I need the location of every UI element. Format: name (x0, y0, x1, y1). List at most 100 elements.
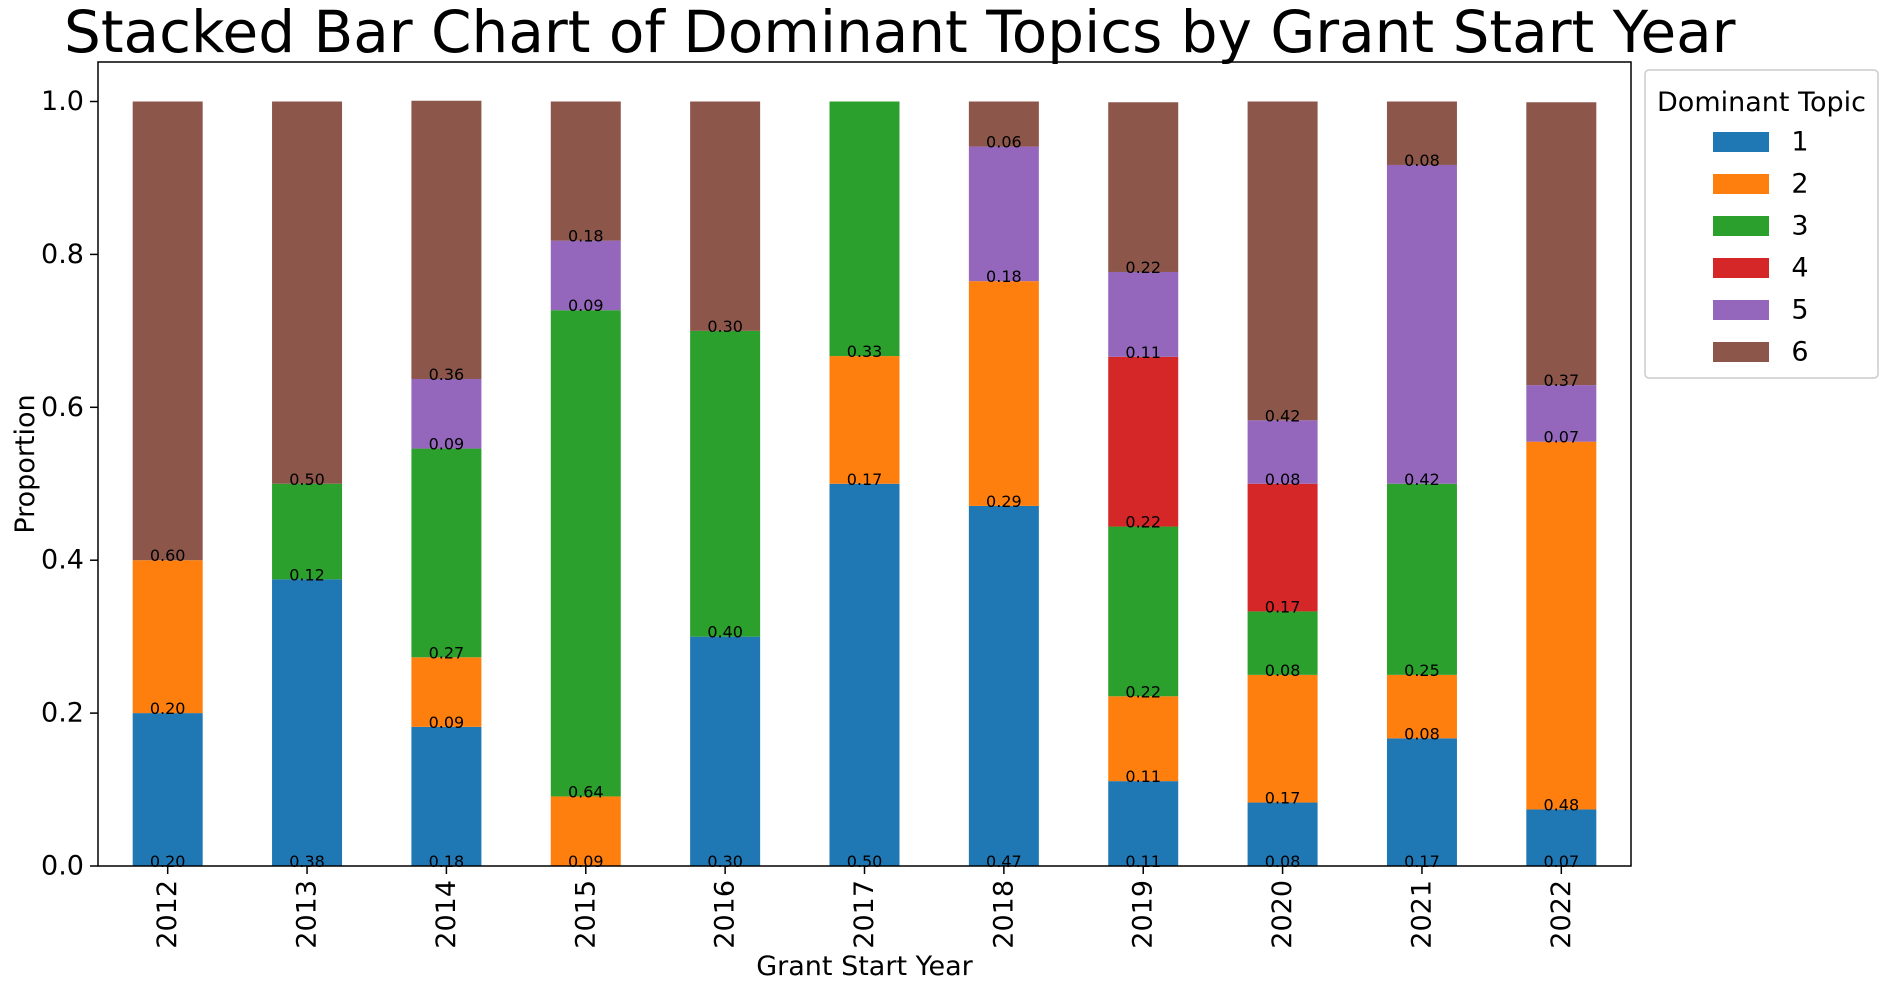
data-label-2016-topic-6: 0.30 (707, 317, 743, 336)
data-label-2020-topic-2: 0.17 (1265, 789, 1301, 808)
legend-swatch-topic-5 (1713, 300, 1769, 320)
bar-segment-2018-topic-5 (968, 146, 1039, 282)
data-label-2020-topic-4: 0.17 (1265, 597, 1301, 616)
legend-swatch-topic-2 (1713, 174, 1769, 194)
bar-segment-2014-topic-6 (411, 100, 482, 380)
bar-segment-2022-topic-5 (1526, 385, 1597, 442)
legend-label-topic-2: 2 (1791, 169, 1808, 200)
data-label-2020-topic-3: 0.08 (1265, 661, 1301, 680)
bar-segment-2022-topic-2 (1526, 441, 1597, 810)
bar-segment-2018-topic-2 (968, 281, 1039, 506)
bar-segment-2016-topic-6 (690, 101, 761, 331)
data-label-2015-topic-5: 0.09 (568, 296, 604, 315)
data-label-2014-topic-5: 0.09 (429, 435, 465, 454)
x-tick-label: 2016 (710, 880, 741, 949)
data-label-2013-topic-6: 0.50 (289, 470, 325, 489)
bar-segment-2021-topic-6 (1386, 101, 1457, 165)
y-tick-label: 0.8 (41, 239, 84, 270)
bar-segment-2013-topic-6 (272, 101, 343, 484)
data-label-2017-topic-2: 0.17 (847, 470, 883, 489)
x-tick-label: 2020 (1267, 880, 1298, 949)
y-tick-label: 0.0 (41, 851, 84, 882)
legend-label-topic-1: 1 (1791, 127, 1808, 158)
y-tick-label: 0.4 (41, 545, 84, 576)
bar-segment-2018-topic-1 (968, 505, 1039, 866)
bar-segment-2018-topic-6 (968, 101, 1039, 147)
bar-segment-2012-topic-1 (132, 713, 203, 866)
data-label-2014-topic-3: 0.27 (429, 643, 465, 662)
y-axis-title: Proportion (10, 394, 41, 533)
data-label-2018-topic-6: 0.06 (986, 133, 1022, 152)
bar-segment-2020-topic-1 (1247, 802, 1318, 866)
data-label-2012-topic-2: 0.20 (150, 699, 186, 718)
data-label-2021-topic-6: 0.08 (1404, 151, 1440, 170)
bar-segment-2015-topic-2 (550, 796, 621, 866)
data-label-2016-topic-3: 0.40 (707, 623, 743, 642)
bar-segment-2022-topic-6 (1526, 102, 1597, 386)
y-tick-label: 0.2 (41, 698, 84, 729)
y-tick-label: 1.0 (41, 86, 84, 117)
bar-segment-2014-topic-3 (411, 448, 482, 658)
data-label-2014-topic-6: 0.36 (429, 365, 465, 384)
data-label-2014-topic-2: 0.09 (429, 713, 465, 732)
y-axis: 0.0 0.2 0.4 0.6 0.8 1.0 (41, 86, 98, 882)
legend-swatch-topic-6 (1713, 342, 1769, 362)
bar-segment-2017-topic-1 (829, 483, 900, 866)
data-label-2021-topic-3: 0.25 (1404, 661, 1440, 680)
x-tick-label: 2015 (570, 880, 601, 949)
x-tick-label: 2021 (1406, 880, 1437, 949)
data-label-2021-topic-2: 0.08 (1404, 724, 1440, 743)
data-label-2019-topic-3: 0.22 (1125, 682, 1161, 701)
bar-segment-2017-topic-3 (829, 101, 900, 357)
bar-segment-2015-topic-6 (550, 101, 621, 241)
data-label-2022-topic-6: 0.37 (1544, 371, 1580, 390)
data-label-2017-topic-3: 0.33 (847, 342, 883, 361)
x-tick-label: 2017 (849, 880, 880, 949)
bar-segment-2021-topic-2 (1386, 674, 1457, 739)
x-axis-title: Grant Start Year (756, 951, 973, 982)
bar-segment-2017-topic-2 (829, 356, 900, 484)
x-tick-label: 2013 (292, 880, 323, 949)
legend-swatch-topic-4 (1713, 258, 1769, 278)
bar-segment-2019-topic-5 (1108, 271, 1179, 357)
bar-segment-2014-topic-5 (411, 379, 482, 449)
data-label-2012-topic-6: 0.60 (150, 546, 186, 565)
bar-segment-2013-topic-3 (272, 483, 343, 580)
data-label-2021-topic-5: 0.42 (1404, 470, 1440, 489)
data-label-2019-topic-2: 0.11 (1125, 767, 1161, 786)
y-tick-label: 0.6 (41, 392, 84, 423)
bar-segment-2021-topic-5 (1386, 164, 1457, 484)
data-label-2015-topic-3: 0.64 (568, 782, 604, 801)
bar-segment-2015-topic-5 (550, 240, 621, 311)
data-label-2015-topic-6: 0.18 (568, 227, 604, 246)
plot-area: 0.200.200.600.380.120.500.180.090.270.09… (41, 61, 1632, 949)
bar-segment-2020-topic-6 (1247, 101, 1318, 421)
data-label-2022-topic-2: 0.48 (1544, 795, 1580, 814)
legend-title: Dominant Topic (1657, 87, 1866, 118)
bar-segment-2019-topic-3 (1108, 526, 1179, 697)
data-label-2019-topic-6: 0.22 (1125, 258, 1161, 277)
x-tick-label: 2014 (431, 880, 462, 949)
data-labels-layer: 0.200.200.600.380.120.500.180.090.270.09… (150, 133, 1579, 871)
bar-segment-2019-topic-4 (1108, 356, 1179, 527)
bar-segment-2019-topic-1 (1108, 781, 1179, 866)
legend-swatch-topic-1 (1713, 132, 1769, 152)
bar-segment-2015-topic-3 (550, 310, 621, 797)
bar-segment-2019-topic-6 (1108, 102, 1179, 272)
bar-segment-2014-topic-2 (411, 657, 482, 727)
bars-layer (132, 100, 1597, 866)
legend: Dominant Topic 1 2 3 4 5 6 (1644, 69, 1879, 379)
legend-label-topic-3: 3 (1791, 211, 1808, 242)
bar-segment-2022-topic-1 (1526, 809, 1597, 866)
data-label-2019-topic-5: 0.11 (1125, 343, 1161, 362)
x-axis: 2012 2013 2014 2015 2016 2017 2018 2019 2020 2021… (152, 866, 1577, 949)
legend-label-topic-4: 4 (1791, 253, 1808, 284)
legend-items: 1 2 3 4 5 6 (1713, 127, 1809, 368)
x-tick-label: 2019 (1128, 880, 1159, 949)
x-tick-label: 2018 (988, 880, 1019, 949)
x-tick-label: 2012 (152, 880, 183, 949)
data-label-2018-topic-5: 0.18 (986, 267, 1022, 286)
bar-segment-2012-topic-6 (132, 101, 203, 561)
data-label-2018-topic-2: 0.29 (986, 492, 1022, 511)
